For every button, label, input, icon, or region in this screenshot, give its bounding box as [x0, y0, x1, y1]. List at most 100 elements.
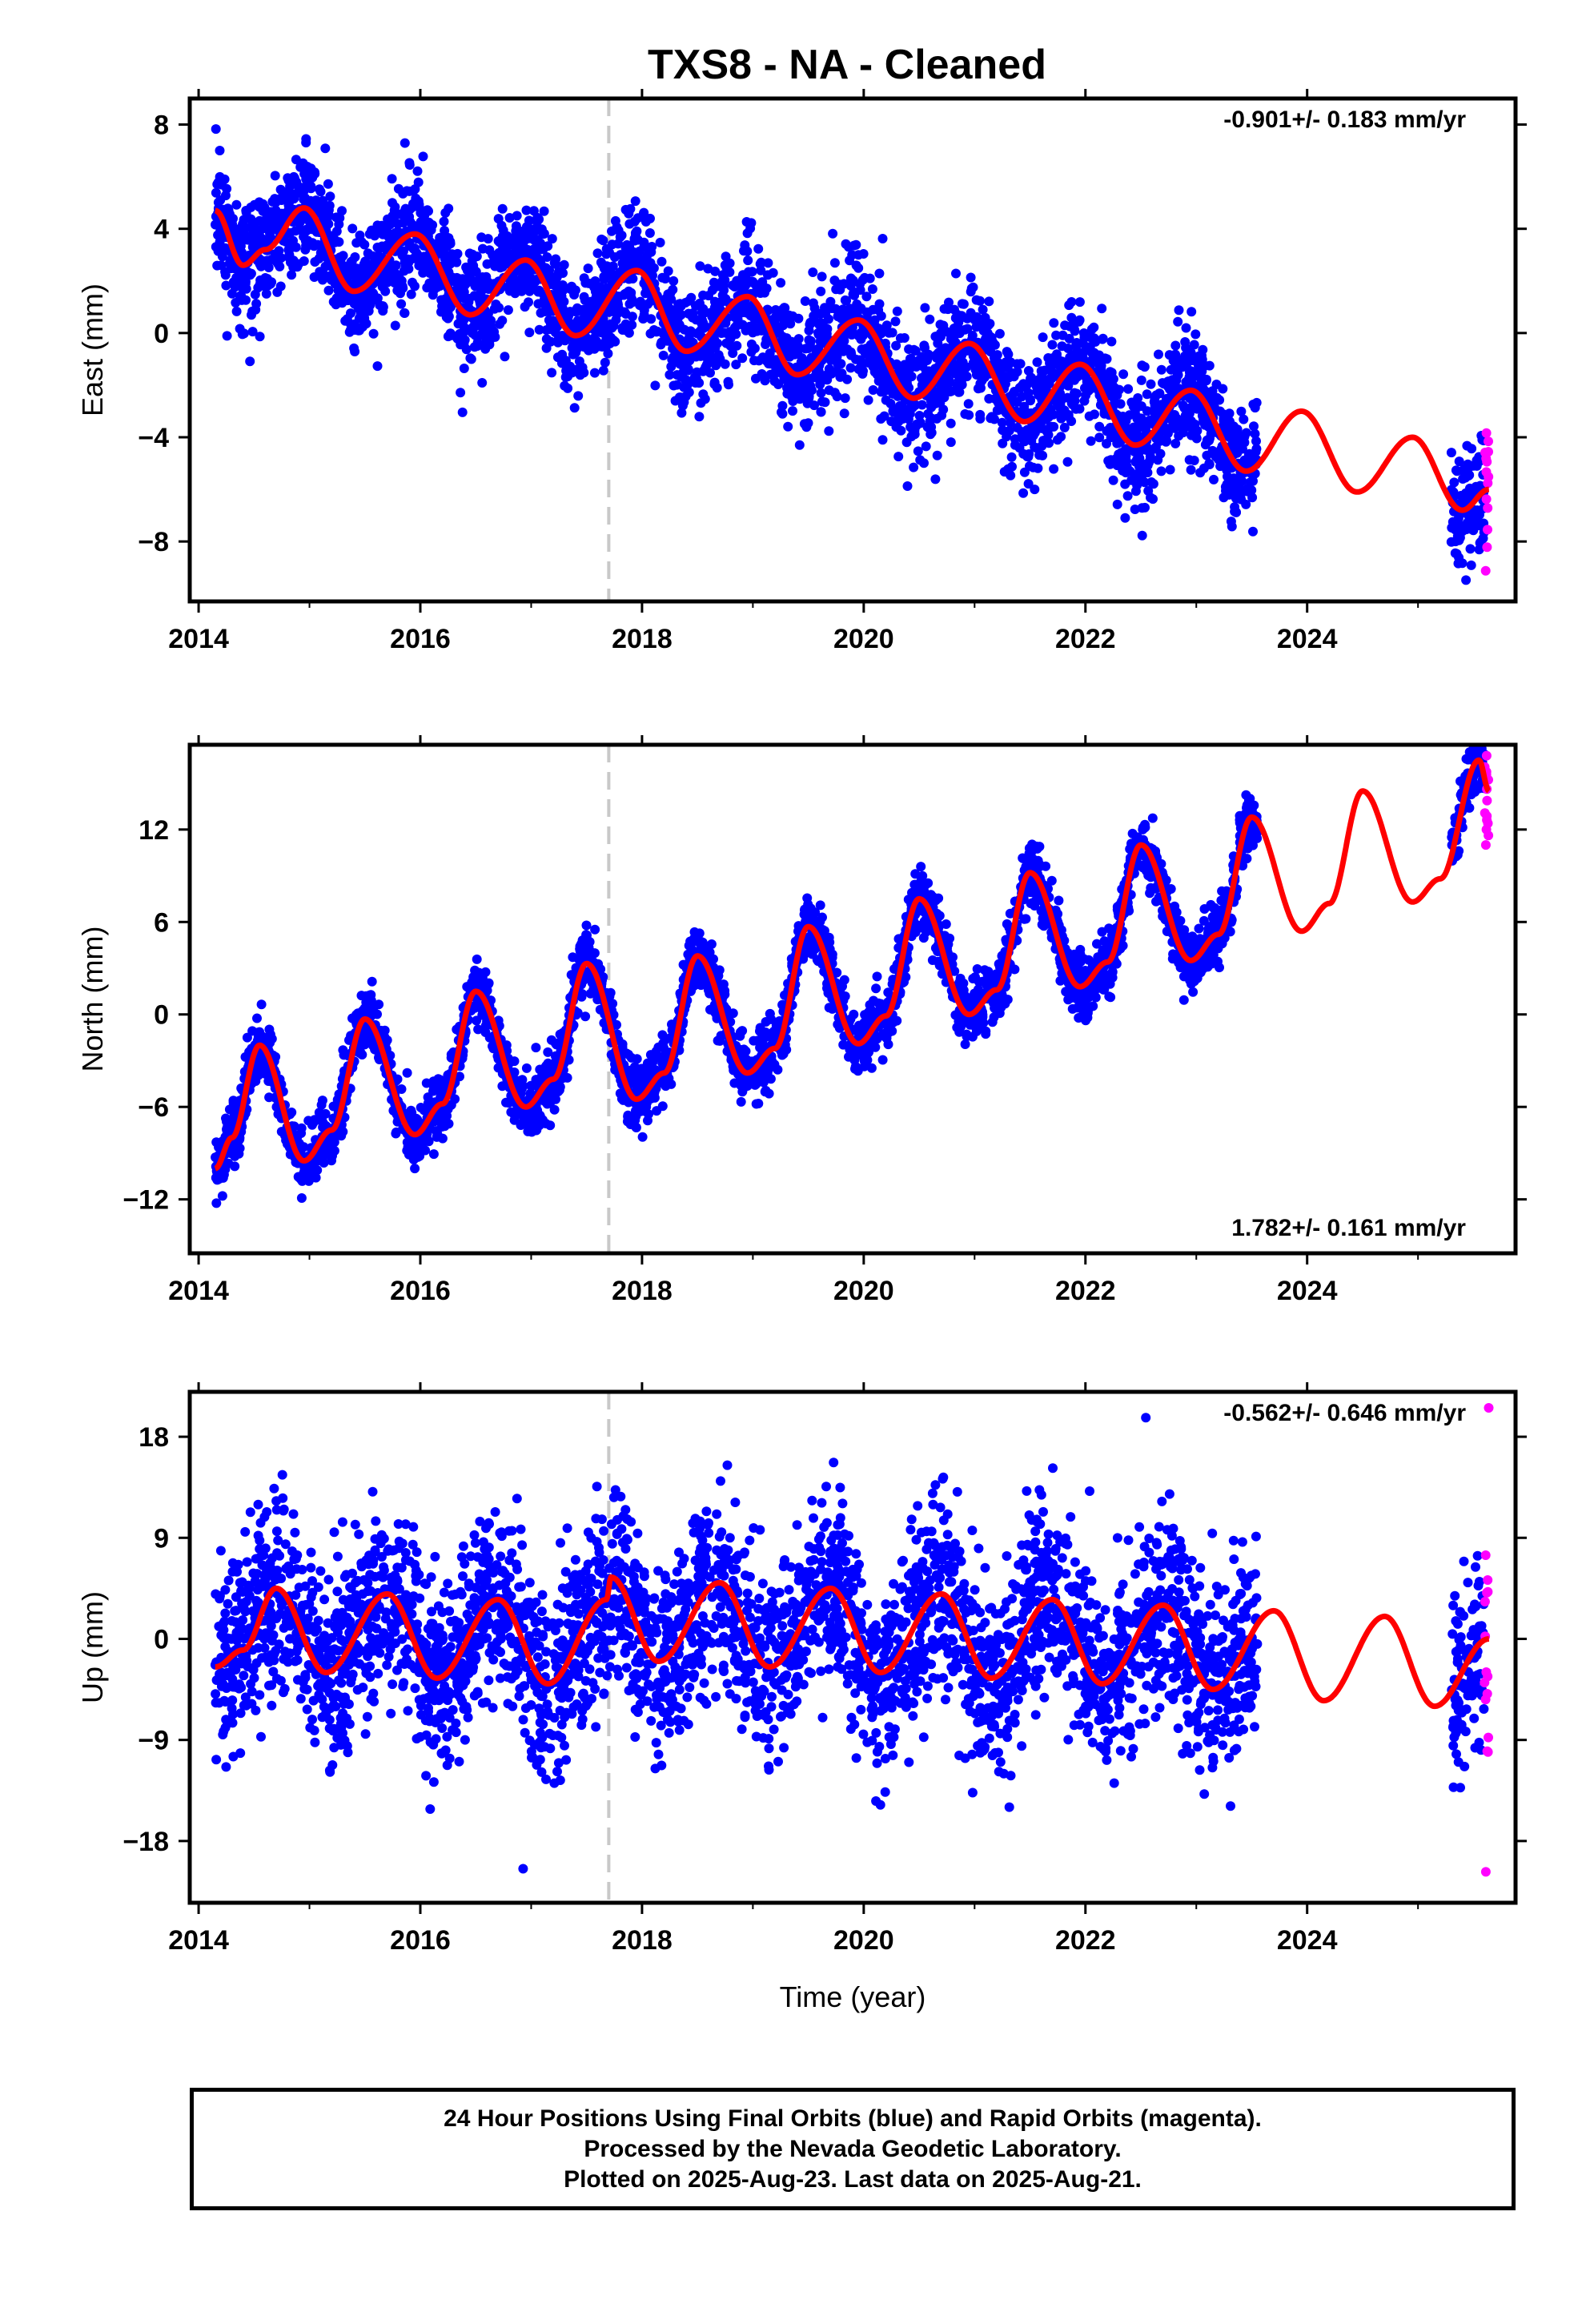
data-point: [748, 328, 758, 338]
data-point: [1105, 459, 1115, 469]
data-point: [477, 328, 488, 339]
data-point: [1004, 425, 1014, 436]
data-point: [1058, 330, 1068, 340]
data-point: [1195, 373, 1206, 384]
data-point: [871, 352, 881, 363]
data-point: [330, 237, 340, 247]
data-point: [1023, 452, 1034, 462]
data-point: [762, 336, 773, 347]
data-point: [603, 348, 613, 359]
data-point: [1015, 359, 1026, 369]
data-point: [296, 1193, 307, 1203]
data-point: [1209, 402, 1219, 412]
data-point: [413, 196, 424, 207]
data-point: [624, 219, 635, 229]
data-point: [337, 206, 347, 216]
x-tick-label: 2018: [612, 624, 673, 654]
data-point: [445, 328, 456, 339]
data-point: [666, 361, 677, 372]
data-point: [808, 267, 818, 277]
data-point: [416, 217, 426, 227]
data-point: [573, 391, 584, 401]
data-point: [552, 272, 562, 283]
data-point: [391, 260, 401, 271]
data-point: [1030, 485, 1040, 495]
data-point: [1082, 383, 1093, 393]
data-point: [323, 285, 334, 296]
y-axis-label: East (mm): [76, 283, 109, 416]
data-point: [320, 143, 331, 154]
data-point: [831, 366, 841, 376]
data-point: [914, 411, 925, 420]
data-point: [1209, 474, 1219, 485]
data-point: [1454, 456, 1464, 467]
data-point: [890, 316, 901, 327]
data-point: [844, 308, 854, 319]
data-point: [804, 356, 814, 367]
rapid-point: [1481, 467, 1492, 477]
data-point: [565, 284, 576, 294]
data-point: [1102, 354, 1112, 364]
data-point: [1236, 406, 1247, 416]
data-point: [1105, 374, 1115, 384]
data-point: [677, 408, 687, 418]
data-point: [640, 216, 651, 227]
data-point: [778, 320, 789, 331]
data-point: [1189, 340, 1199, 350]
data-point: [1136, 375, 1146, 385]
data-point: [816, 407, 826, 417]
y-tick-label: −8: [138, 527, 169, 557]
data-point: [1182, 417, 1192, 428]
data-point: [1465, 544, 1476, 554]
data-point: [398, 218, 408, 228]
data-point: [1119, 452, 1130, 462]
data-point: [1063, 344, 1074, 353]
data-point: [1060, 320, 1070, 331]
data-point: [331, 212, 342, 223]
data-point: [495, 263, 505, 273]
data-point: [921, 441, 931, 452]
data-point: [349, 343, 359, 353]
data-point: [954, 387, 965, 397]
data-point: [443, 305, 453, 316]
data-point: [497, 316, 508, 326]
data-point: [295, 187, 305, 197]
data-point: [1462, 489, 1472, 500]
data-point: [478, 275, 488, 285]
data-point: [1113, 438, 1123, 448]
data-point: [472, 954, 482, 964]
data-point: [458, 290, 468, 300]
data-point: [1227, 440, 1238, 450]
x-tick-label: 2022: [1055, 624, 1116, 654]
data-point: [910, 400, 921, 410]
data-point: [1452, 549, 1462, 559]
data-point: [477, 378, 488, 388]
data-point: [579, 273, 589, 283]
data-point: [512, 211, 522, 221]
data-point: [1096, 360, 1106, 371]
data-point: [1023, 366, 1034, 376]
data-point: [1066, 416, 1077, 426]
data-point: [804, 335, 814, 345]
data-point: [824, 426, 834, 436]
data-point: [785, 352, 795, 362]
data-point: [763, 305, 773, 316]
data-point: [390, 320, 400, 331]
data-point: [1010, 434, 1020, 444]
data-point: [858, 249, 869, 259]
data-point: [1136, 401, 1146, 412]
data-point: [524, 279, 534, 290]
data-point: [1466, 560, 1476, 570]
data-point: [1146, 493, 1155, 503]
data-point: [848, 289, 858, 300]
data-point: [1146, 379, 1156, 389]
data-point: [459, 364, 469, 373]
data-point: [497, 203, 508, 214]
data-point: [656, 340, 666, 350]
data-point: [389, 278, 400, 287]
data-point: [1236, 494, 1247, 505]
data-point: [852, 299, 862, 309]
data-point: [836, 313, 846, 324]
rapid-point: [1483, 525, 1492, 535]
y-tick-label: 8: [154, 111, 169, 141]
